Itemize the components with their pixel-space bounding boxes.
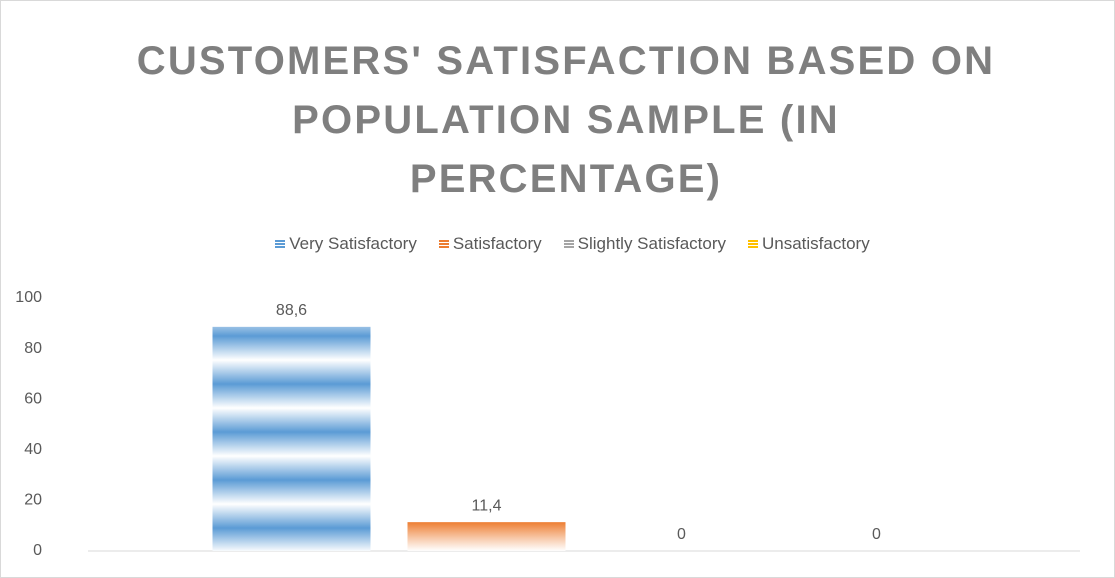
data-label: 88,6: [276, 302, 307, 319]
legend-item: Satisfactory: [438, 234, 542, 254]
legend-label: Unsatisfactory: [762, 234, 870, 253]
legend-swatch: [563, 240, 574, 248]
legend-item: Slightly Satisfactory: [563, 234, 726, 254]
y-tick-label: 0: [33, 542, 42, 559]
y-tick-label: 60: [24, 390, 42, 407]
data-label: 0: [677, 526, 686, 543]
y-tick-label: 40: [24, 441, 42, 458]
legend-swatch: [748, 240, 758, 248]
y-tick-label: 100: [15, 289, 42, 306]
legend-label: Very Satisfactory: [289, 234, 417, 253]
chart-title: CUSTOMERS' SATISFACTION BASED ON POPULAT…: [136, 39, 996, 201]
bar: [212, 326, 371, 551]
data-label: 0: [872, 526, 881, 543]
legend-item: Unsatisfactory: [748, 234, 870, 254]
y-tick-label: 80: [24, 340, 42, 357]
legend-item: Very Satisfactory: [275, 234, 417, 254]
legend-swatch: [438, 240, 449, 248]
y-tick-label: 20: [24, 492, 42, 509]
legend-label: Satisfactory: [452, 234, 542, 253]
legend-label: Slightly Satisfactory: [577, 234, 726, 253]
bar: [407, 522, 566, 551]
data-label: 11,4: [472, 497, 502, 514]
legend: Very Satisfactory Satisfactory Slightly Sa…: [0, 234, 1115, 254]
legend-swatch: [275, 240, 286, 248]
